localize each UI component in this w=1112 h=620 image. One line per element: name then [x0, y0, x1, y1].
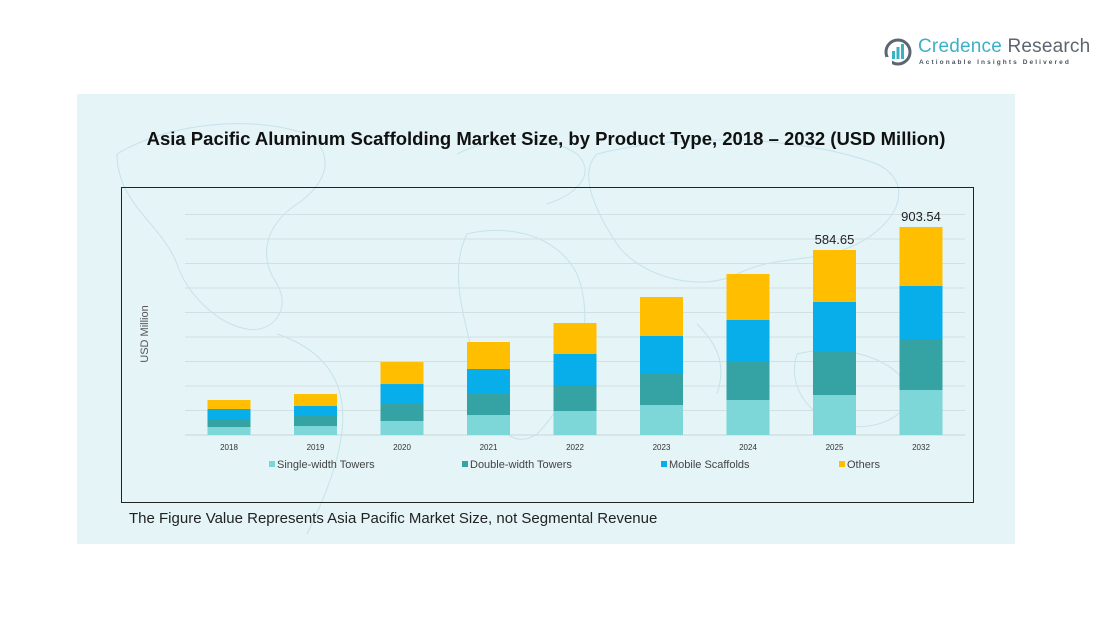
x-tick-label: 2020	[393, 443, 411, 452]
brand-tagline: Actionable Insights Delivered	[919, 59, 1071, 66]
bar-segment-others-2032	[899, 227, 943, 287]
bar-segment-others-2024	[726, 274, 770, 321]
bar-segment-double-width-towers-2023	[640, 373, 683, 406]
x-tick-label: 2032	[912, 443, 930, 452]
legend-label: Others	[847, 459, 881, 471]
legend-swatch-double-width	[462, 461, 468, 467]
legend-swatch-single-width	[269, 461, 275, 467]
x-tick-label: 2018	[220, 443, 238, 452]
bar-segment-single-width-towers-2024	[726, 400, 770, 435]
bar-segment-double-width-towers-2032	[899, 339, 943, 390]
chart-title: Asia Pacific Aluminum Scaffolding Market…	[146, 128, 946, 149]
data-label-total-2025: 584.65	[815, 232, 855, 247]
bar-segment-mobile-scaffolds-2019	[294, 406, 337, 417]
bar-segment-others-2022	[553, 322, 597, 354]
bar-segment-others-2023	[640, 297, 683, 336]
x-tick-label: 2019	[307, 443, 325, 452]
bar-segment-others-2025	[813, 250, 856, 302]
bar-segment-single-width-towers-2020	[380, 421, 424, 435]
bar-segment-single-width-towers-2023	[640, 405, 683, 435]
legend-item-single-width-towers: Single-width Towers	[269, 459, 375, 471]
footnote: The Figure Value Represents Asia Pacific…	[129, 510, 658, 527]
legend-label: Double-width Towers	[470, 459, 572, 471]
bar-segment-mobile-scaffolds-2022	[553, 353, 597, 386]
bar-segment-single-width-towers-2022	[553, 411, 597, 435]
bar-segment-double-width-towers-2020	[380, 404, 424, 422]
bar-segment-double-width-towers-2024	[726, 361, 770, 401]
chart-panel: Asia Pacific Aluminum Scaffolding Market…	[77, 94, 1015, 544]
bar-segment-mobile-scaffolds-2021	[467, 368, 510, 394]
y-axis-label: USD Million	[139, 305, 151, 362]
credence-research-logo: Credence Research Actionable Insights De…	[884, 36, 1090, 72]
legend-item-double-width-towers: Double-width Towers	[462, 459, 572, 471]
brand-name: Credence Research	[918, 36, 1090, 58]
bar-segment-single-width-towers-2019	[294, 426, 337, 435]
stacked-bar-chart: USD Million 2018 2019 2020 2021 2022 2023 2024…	[139, 209, 965, 452]
legend-swatch-mobile	[661, 461, 667, 467]
bar-segment-single-width-towers-2018	[207, 426, 251, 435]
bar-segment-mobile-scaffolds-2018	[207, 408, 251, 419]
legend-label: Mobile Scaffolds	[669, 459, 750, 471]
bar-segment-double-width-towers-2019	[294, 416, 337, 427]
bar-segment-others-2021	[467, 342, 510, 369]
bar-segment-mobile-scaffolds-2020	[380, 384, 424, 405]
legend-item-others: Others	[839, 459, 880, 471]
x-tick-label: 2025	[826, 443, 844, 452]
brand-name-part2: Research	[1007, 36, 1091, 57]
bar-segment-others-2018	[207, 400, 251, 409]
bar-segment-single-width-towers-2025	[813, 395, 856, 435]
bar-segment-mobile-scaffolds-2032	[899, 286, 943, 340]
bar-chart-logo-icon	[884, 38, 912, 66]
bar-segment-double-width-towers-2018	[207, 418, 251, 427]
brand-name-part1: Credence	[918, 36, 1002, 57]
chart-frame	[121, 187, 974, 503]
bar-segment-mobile-scaffolds-2024	[726, 320, 770, 362]
bar-segment-double-width-towers-2022	[553, 385, 597, 412]
bar-segment-double-width-towers-2025	[813, 350, 856, 396]
data-label-total-2032: 903.54	[901, 209, 941, 224]
x-tick-label: 2023	[653, 443, 671, 452]
x-tick-label: 2021	[480, 443, 498, 452]
legend-swatch-others	[839, 461, 845, 467]
bar-segment-others-2020	[380, 362, 424, 385]
bar-segment-mobile-scaffolds-2025	[813, 301, 856, 351]
bar-segment-others-2019	[294, 394, 337, 407]
bar-segment-single-width-towers-2021	[467, 415, 510, 435]
legend-label: Single-width Towers	[277, 459, 375, 471]
legend-item-mobile-scaffolds: Mobile Scaffolds	[661, 459, 750, 471]
bar-segment-double-width-towers-2021	[467, 393, 510, 416]
x-tick-label: 2022	[566, 443, 584, 452]
x-tick-label: 2024	[739, 443, 757, 452]
bar-segment-single-width-towers-2032	[899, 389, 943, 435]
bar-segment-mobile-scaffolds-2023	[640, 335, 683, 374]
